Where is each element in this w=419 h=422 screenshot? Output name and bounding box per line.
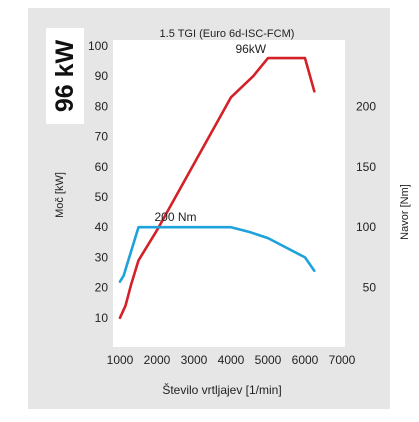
x-tick-6000: 6000	[292, 353, 319, 367]
y-tick-left-50: 50	[95, 190, 109, 204]
y-tick-left-20: 20	[95, 281, 109, 295]
x-tick-5000: 5000	[255, 353, 282, 367]
chart-title: 1.5 TGI (Euro 6d-ISC-FCM)	[160, 28, 295, 40]
y-tick-right-50: 50	[363, 281, 377, 295]
x-tick-3000: 3000	[181, 353, 208, 367]
x-tick-1000: 1000	[107, 353, 134, 367]
y-axis-label-left: Moč [kW]	[54, 172, 66, 218]
y-ticks-right: 50 100 150 200	[356, 99, 376, 294]
plot-area	[113, 40, 345, 347]
series-labels: 96kW 200 Nm	[154, 42, 266, 224]
x-tick-4000: 4000	[218, 353, 245, 367]
x-axis-label: Število vrtljajev [1/min]	[162, 382, 281, 397]
y-tick-left-90: 90	[95, 69, 109, 83]
y-tick-left-80: 80	[95, 99, 109, 113]
series-label-power: 96kW	[235, 42, 266, 56]
y-axis-label-right: Navor [Nm]	[399, 184, 411, 240]
y-tick-left-30: 30	[95, 250, 109, 264]
x-tick-2000: 2000	[144, 353, 171, 367]
y-tick-left-60: 60	[95, 160, 109, 174]
badge-stripe	[46, 28, 84, 124]
series-label-torque: 200 Nm	[154, 210, 196, 224]
y-tick-right-100: 100	[356, 220, 376, 234]
y-tick-left-10: 10	[95, 311, 109, 325]
y-tick-left-70: 70	[95, 130, 109, 144]
x-tick-7000: 7000	[329, 353, 356, 367]
y-tick-right-200: 200	[356, 99, 376, 113]
power-badge: 96 kW	[51, 39, 79, 112]
y-tick-right-150: 150	[356, 160, 376, 174]
series-layer	[118, 56, 316, 320]
y-ticks-left: 10 20 30 40 50 60 70 80 90 100	[88, 39, 108, 325]
series-line-power	[118, 56, 316, 320]
y-tick-left-100: 100	[88, 39, 108, 53]
x-ticks: 1000 2000 3000 4000 5000 6000 7000	[107, 353, 356, 367]
y-tick-left-40: 40	[95, 220, 109, 234]
series-line-torque	[118, 225, 316, 283]
